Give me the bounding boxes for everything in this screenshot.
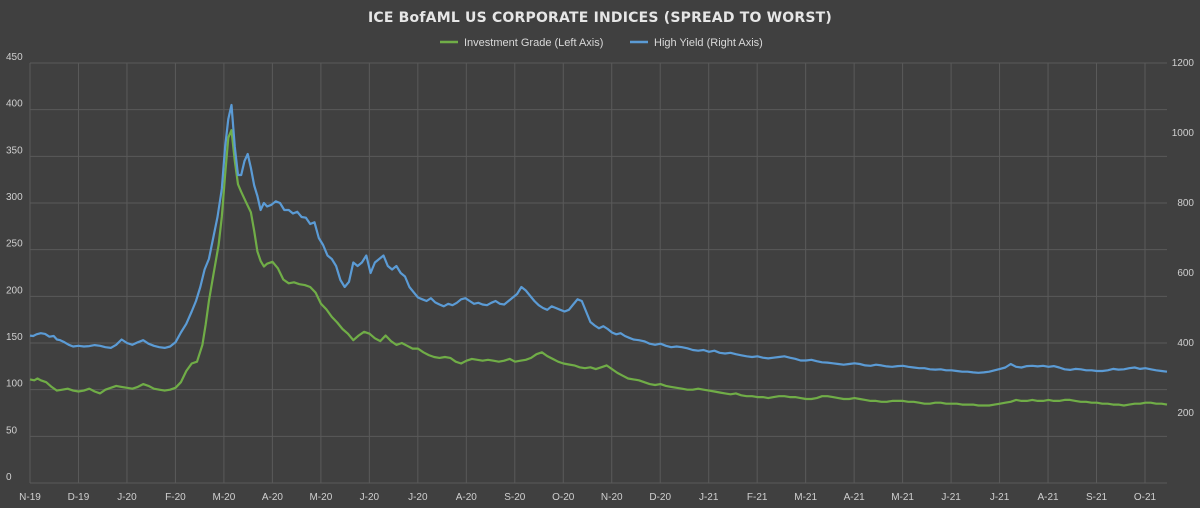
x-tick-label: S-20 bbox=[504, 492, 526, 503]
x-tick-label: N-20 bbox=[601, 492, 623, 503]
x-tick-label: J-21 bbox=[941, 492, 961, 503]
x-tick-label: D-20 bbox=[649, 492, 671, 503]
x-tick-label: A-21 bbox=[1037, 492, 1059, 503]
right-axis: 200 400 600 800 1000 1200 bbox=[1172, 58, 1195, 419]
x-tick-label: A-21 bbox=[844, 492, 866, 503]
y-left-tick-label: 350 bbox=[6, 145, 23, 156]
x-tick-label: J-20 bbox=[360, 492, 380, 503]
x-tick-label: F-20 bbox=[165, 492, 186, 503]
x-tick-label: J-21 bbox=[990, 492, 1010, 503]
y-right-tick-label: 800 bbox=[1177, 198, 1194, 209]
x-tick-label: M-20 bbox=[213, 492, 236, 503]
x-tick-label: M-20 bbox=[309, 492, 332, 503]
x-tick-label: J-21 bbox=[699, 492, 719, 503]
y-left-tick-label: 200 bbox=[6, 285, 23, 296]
x-tick-label: S-21 bbox=[1086, 492, 1108, 503]
series-layer bbox=[29, 103, 1168, 407]
grid bbox=[29, 62, 1167, 484]
x-tick-label: J-20 bbox=[117, 492, 137, 503]
chart-title: ICE BofAML US CORPORATE INDICES (SPREAD … bbox=[368, 10, 832, 26]
y-left-tick-label: 50 bbox=[6, 425, 18, 436]
x-tick-label: D-19 bbox=[68, 492, 90, 503]
y-left-tick-label: 400 bbox=[6, 99, 23, 110]
x-tick-label: O-21 bbox=[1134, 492, 1157, 503]
x-tick-label: N-19 bbox=[19, 492, 41, 503]
series-line-investment-grade bbox=[29, 129, 1168, 407]
x-axis: N-19 D-19 J-20 F-20 M-20 A-20 M-20 J-20 J-20 A-20… bbox=[19, 492, 1156, 503]
y-right-tick-label: 200 bbox=[1177, 408, 1194, 419]
x-tick-label: O-20 bbox=[552, 492, 575, 503]
x-tick-label: F-21 bbox=[747, 492, 768, 503]
y-right-tick-label: 1200 bbox=[1172, 58, 1195, 69]
legend-label-high-yield: High Yield (Right Axis) bbox=[654, 37, 763, 49]
legend-label-investment-grade: Investment Grade (Left Axis) bbox=[464, 37, 603, 49]
y-left-tick-label: 300 bbox=[6, 192, 23, 203]
x-tick-label: M-21 bbox=[794, 492, 817, 503]
y-right-tick-label: 400 bbox=[1177, 338, 1194, 349]
y-left-tick-label: 450 bbox=[6, 52, 23, 63]
y-left-tick-label: 250 bbox=[6, 239, 23, 250]
x-tick-label: J-20 bbox=[408, 492, 428, 503]
left-axis: 0 50 100 150 200 250 300 350 400 450 bbox=[6, 52, 23, 483]
y-left-tick-label: 0 bbox=[6, 472, 12, 483]
legend: Investment Grade (Left Axis) High Yield (… bbox=[440, 37, 763, 49]
series-line-high-yield bbox=[29, 103, 1168, 374]
x-tick-label: M-21 bbox=[891, 492, 914, 503]
x-tick-label: A-20 bbox=[456, 492, 478, 503]
y-left-tick-label: 100 bbox=[6, 379, 23, 390]
y-right-tick-label: 600 bbox=[1177, 268, 1194, 279]
y-left-tick-label: 150 bbox=[6, 332, 23, 343]
x-tick-label: A-20 bbox=[262, 492, 284, 503]
y-right-tick-label: 1000 bbox=[1172, 128, 1195, 139]
